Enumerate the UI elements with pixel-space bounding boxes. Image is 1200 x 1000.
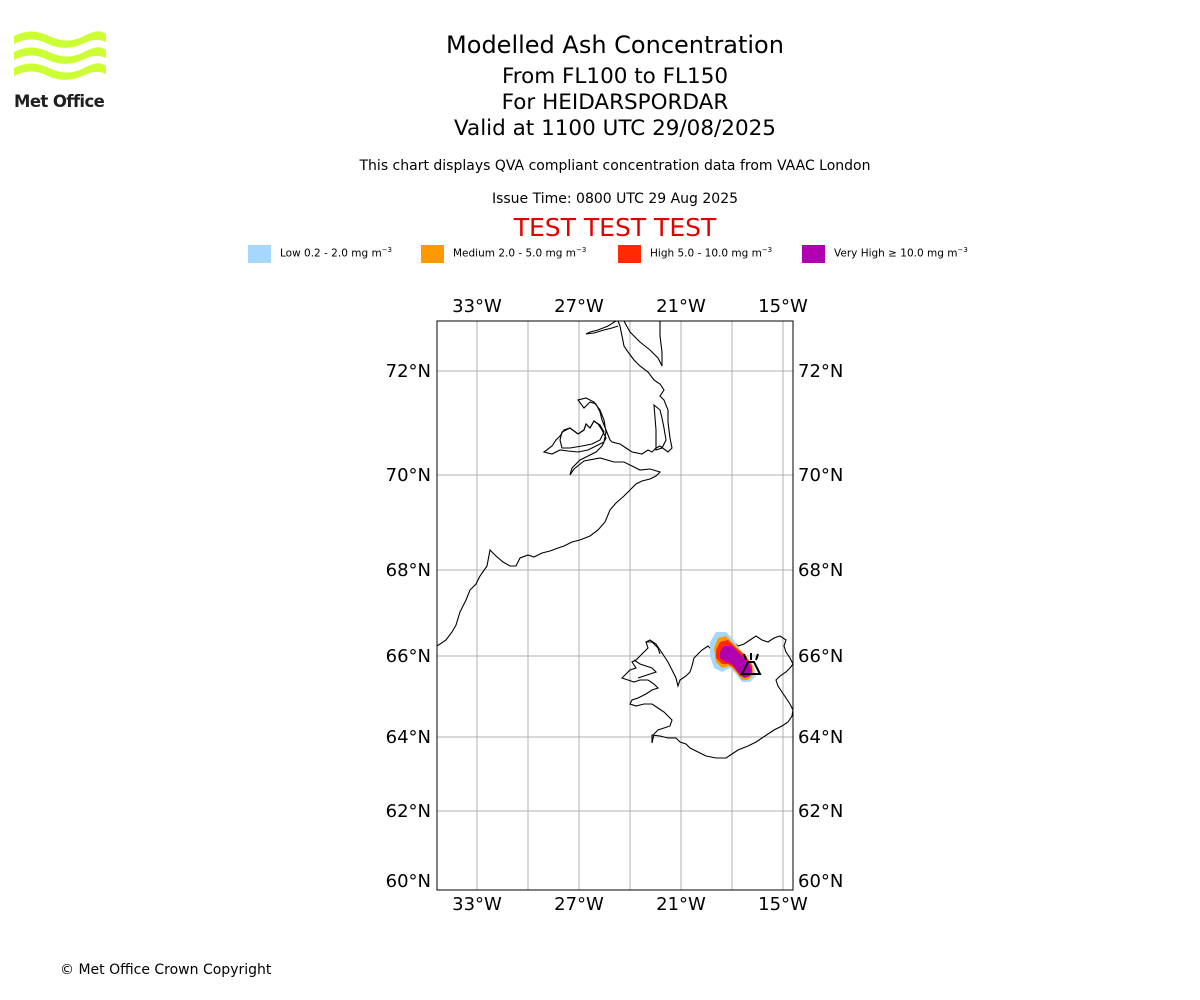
lon-tick-bottom: 27°W bbox=[554, 894, 604, 915]
lat-tick-left: 60°N bbox=[386, 871, 431, 892]
map-frame bbox=[436, 320, 794, 891]
legend-label-very-high: Very High ≥ 10.0 mg m−3 bbox=[834, 246, 968, 260]
flight-level-range: From FL100 to FL150 bbox=[501, 64, 729, 89]
lon-tick-bottom: 21°W bbox=[656, 894, 706, 915]
valid-time: Valid at 1100 UTC 29/08/2025 bbox=[453, 116, 776, 141]
coastlines bbox=[437, 321, 793, 759]
met-office-logo: Met Office bbox=[14, 30, 109, 112]
lat-tick-right: 66°N bbox=[798, 646, 843, 667]
test-banner: TEST TEST TEST bbox=[513, 213, 717, 242]
volcano-icon bbox=[740, 653, 762, 675]
lat-labels-left: 72°N 70°N 68°N 66°N 64°N 62°N 60°N bbox=[386, 361, 431, 892]
legend-swatch-high bbox=[618, 245, 641, 263]
lat-tick-right: 64°N bbox=[798, 727, 843, 748]
legend-label-low: Low 0.2 - 2.0 mg m−3 bbox=[280, 246, 393, 260]
lat-tick-right: 60°N bbox=[798, 871, 843, 892]
lat-tick-left: 62°N bbox=[386, 801, 431, 822]
lon-tick-top: 21°W bbox=[656, 296, 706, 317]
issue-time: Issue Time: 0800 UTC 29 Aug 2025 bbox=[491, 191, 739, 207]
lon-tick-top: 33°W bbox=[452, 296, 502, 317]
legend-swatch-low bbox=[248, 245, 271, 263]
concentration-legend: Low 0.2 - 2.0 mg m−3 Medium 2.0 - 5.0 mg… bbox=[0, 244, 1200, 264]
volcano-name: For HEIDARSPORDAR bbox=[501, 90, 729, 115]
lon-labels-top: 33°W 27°W 21°W 15°W bbox=[452, 296, 808, 317]
lat-tick-right: 72°N bbox=[798, 361, 843, 382]
lat-tick-right: 70°N bbox=[798, 465, 843, 486]
map-gridlines bbox=[437, 321, 793, 890]
legend-label-high: High 5.0 - 10.0 mg m−3 bbox=[650, 246, 773, 260]
logo-wordmark: Met Office bbox=[14, 92, 105, 111]
lon-tick-top: 15°W bbox=[758, 296, 808, 317]
lat-tick-left: 64°N bbox=[386, 727, 431, 748]
chart-description: This chart displays QVA compliant concen… bbox=[359, 158, 871, 174]
lat-tick-left: 68°N bbox=[386, 560, 431, 581]
lat-tick-left: 72°N bbox=[386, 361, 431, 382]
lon-tick-top: 27°W bbox=[554, 296, 604, 317]
lat-labels-right: 72°N 70°N 68°N 66°N 64°N 62°N 60°N bbox=[798, 361, 843, 892]
lon-tick-bottom: 15°W bbox=[758, 894, 808, 915]
lat-tick-left: 66°N bbox=[386, 646, 431, 667]
copyright-notice: © Met Office Crown Copyright bbox=[60, 962, 272, 978]
lat-tick-left: 70°N bbox=[386, 465, 431, 486]
legend-label-medium: Medium 2.0 - 5.0 mg m−3 bbox=[453, 246, 587, 260]
lon-tick-bottom: 33°W bbox=[452, 894, 502, 915]
lon-labels-bottom: 33°W 27°W 21°W 15°W bbox=[452, 894, 808, 915]
chart-title: Modelled Ash Concentration bbox=[446, 31, 784, 59]
lat-tick-right: 68°N bbox=[798, 560, 843, 581]
met-office-waves-icon bbox=[14, 31, 106, 80]
legend-swatch-very-high bbox=[802, 245, 825, 263]
legend-swatch-medium bbox=[421, 245, 444, 263]
lat-tick-right: 62°N bbox=[798, 801, 843, 822]
